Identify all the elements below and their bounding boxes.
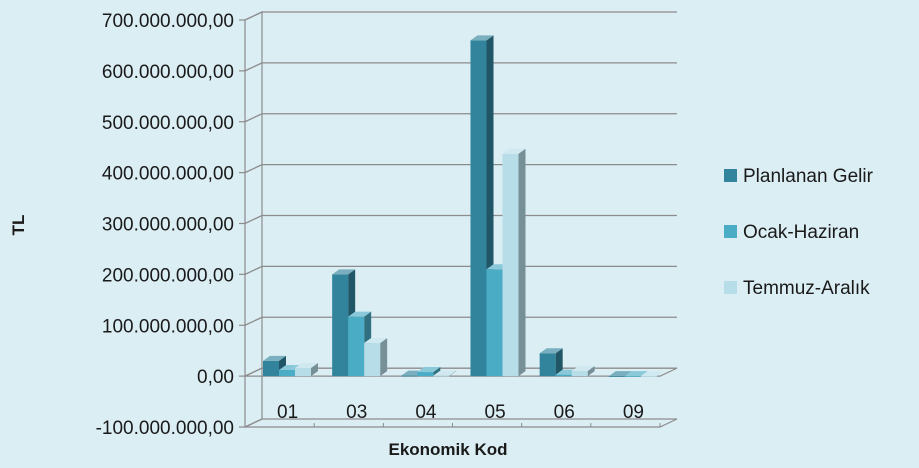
legend: Planlanan Gelir Ocak-Haziran Temmuz-Aralık [724, 166, 874, 299]
x-axis-title: Ekonomik Kod [388, 440, 507, 459]
y-tick-label: 300.000.000,00 [102, 215, 234, 236]
x-tick-label: 04 [415, 402, 437, 423]
gridline [244, 367, 677, 377]
gridlines [239, 11, 677, 428]
gridline [244, 316, 677, 326]
gridline [244, 113, 677, 123]
legend-swatch [724, 225, 737, 238]
y-tick-label: 100.000.000,00 [102, 316, 234, 337]
bar-05-3 [502, 148, 526, 377]
bars [263, 35, 664, 377]
y-tick-label: 600.000.000,00 [102, 62, 234, 83]
x-tick-labels: 01 03 04 05 06 09 [245, 402, 678, 428]
x-tick-label: 01 [277, 402, 298, 423]
bar-09-2 [624, 371, 648, 377]
x-tick-label: 06 [554, 402, 575, 423]
bar-01-3 [295, 362, 318, 377]
gridline [244, 214, 677, 225]
y-tick-labels: -100.000.000,00 0,00 100.000.000,00 200.000… [96, 11, 234, 439]
gridline [244, 11, 677, 21]
gridline [244, 265, 677, 275]
x-axis-line [245, 418, 678, 428]
legend-label: Temmuz-Aralık [743, 278, 870, 299]
bar-06-3 [571, 366, 595, 377]
bar-04-3 [433, 370, 457, 377]
legend-swatch [724, 281, 737, 294]
y-tick-label: 700.000.000,00 [102, 11, 234, 32]
y-tick-label: -100.000.000,00 [96, 418, 234, 439]
gridline [244, 418, 677, 428]
bar-03-3 [364, 338, 388, 377]
bar-06-1 [539, 348, 563, 377]
legend-label: Planlanan Gelir [743, 166, 874, 187]
legend-item: Ocak-Haziran [724, 222, 859, 243]
legend-label: Ocak-Haziran [743, 222, 859, 243]
y-tick-label: 200.000.000,00 [102, 265, 234, 286]
x-tick-label: 03 [346, 402, 367, 423]
legend-item: Planlanan Gelir [724, 166, 874, 187]
y-tick-label: 500.000.000,00 [102, 113, 234, 134]
gridline [244, 163, 677, 174]
y-tick-label: 0,00 [197, 367, 234, 388]
bar-04-2 [417, 367, 441, 377]
legend-swatch [724, 169, 737, 182]
bar-09-3 [640, 371, 664, 377]
y-axis-title: TL [9, 215, 28, 236]
y-tick-label: 400.000.000,00 [102, 164, 234, 185]
legend-item: Temmuz-Aralık [724, 278, 870, 299]
gridline [244, 62, 677, 72]
bar-09-1 [608, 371, 632, 377]
x-tick-label: 05 [485, 402, 506, 423]
x-tick-label: 09 [623, 402, 644, 423]
